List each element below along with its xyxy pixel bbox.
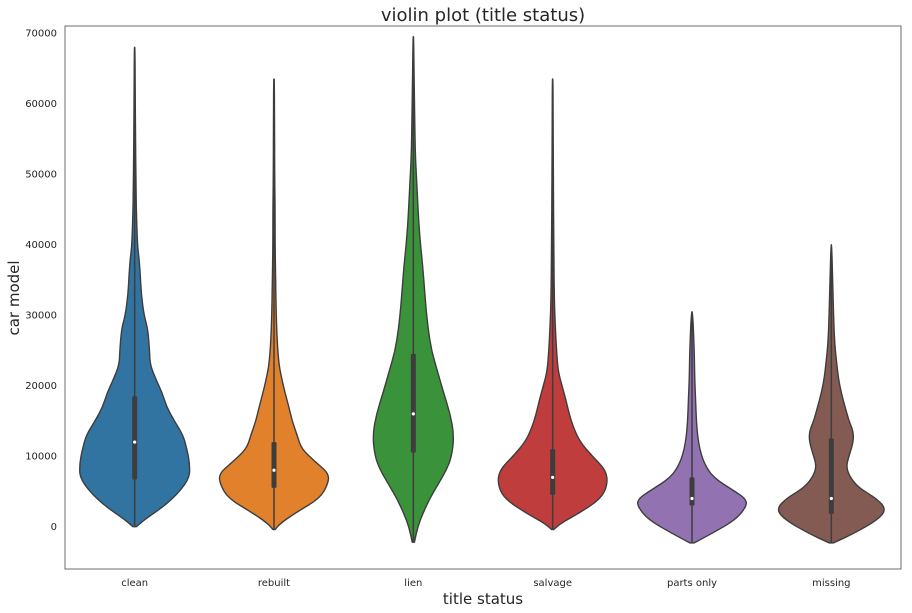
violin-median-point [690, 496, 694, 501]
chart-title: violin plot (title status) [381, 5, 585, 26]
y-axis-label: car model [5, 260, 23, 335]
x-tick-labels: clean rebuilt lien salvage parts only missing [121, 578, 850, 589]
violin-iqr-box [689, 477, 695, 506]
x-tick-label: lien [404, 578, 422, 589]
violin-median-point [551, 475, 555, 479]
x-axis-label: title status [443, 590, 523, 608]
x-tick-label: missing [812, 578, 850, 589]
x-tick-label: rebuilt [258, 578, 290, 589]
violins-group [78, 35, 885, 544]
violin-iqr-box [828, 438, 834, 514]
violin-median-point [272, 468, 276, 472]
y-tick-label: 70000 [25, 29, 57, 40]
y-tick-label: 60000 [25, 99, 57, 110]
x-tick-label: clean [121, 578, 148, 589]
y-tick-labels: 0 10000 20000 30000 40000 50000 60000 70000 [25, 29, 57, 534]
violin-median-point [133, 440, 137, 444]
y-tick-label: 10000 [25, 452, 57, 463]
violin-median-point [411, 412, 415, 416]
y-tick-label: 0 [51, 522, 57, 533]
violin-iqr-box [410, 353, 416, 453]
violin-iqr-box [271, 442, 277, 488]
violin-iqr-box [132, 396, 138, 480]
y-tick-label: 40000 [25, 240, 57, 251]
plot-frame [64, 25, 902, 570]
y-tick-label: 20000 [25, 381, 57, 392]
y-tick-label: 50000 [25, 170, 57, 181]
violin-iqr-box [550, 449, 556, 495]
x-tick-label: salvage [533, 578, 572, 589]
y-tick-label: 30000 [25, 311, 57, 322]
violin-median-point [829, 496, 833, 501]
x-tick-label: parts only [667, 578, 717, 589]
